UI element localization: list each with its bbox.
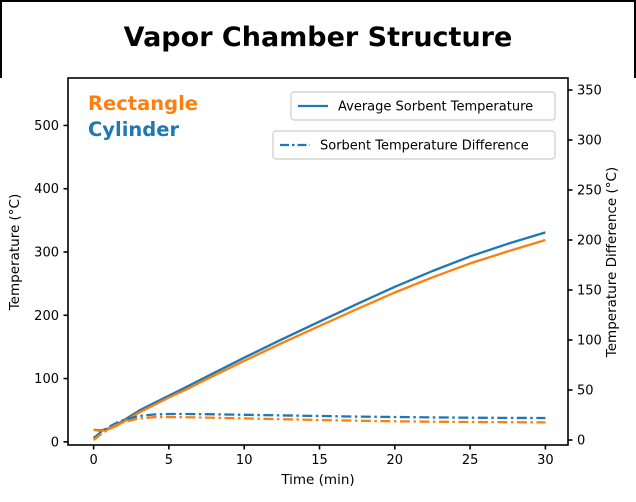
right-axis-tick-label: 250 [577, 184, 602, 199]
legend-label: Average Sorbent Temperature [338, 100, 533, 115]
x-axis-tick-label: 25 [462, 453, 479, 468]
left-axis-label: Temperature (°C) [7, 194, 23, 312]
chart-title: Vapor Chamber Structure [123, 22, 513, 53]
x-axis-tick-label: 15 [311, 453, 328, 468]
left-axis-tick-label: 300 [34, 246, 59, 261]
x-axis-tick-label: 20 [387, 453, 404, 468]
right-axis-tick-label: 150 [577, 284, 602, 299]
legend-label: Sorbent Temperature Difference [320, 139, 529, 154]
legend-box-temp-diff [272, 130, 556, 160]
annotation-cylinder: Cylinder [88, 118, 179, 141]
x-axis-tick-label: 5 [165, 453, 173, 468]
series-line-rectangle-temp-diff [92, 415, 546, 441]
x-axis-tick-label: 10 [236, 453, 253, 468]
series-line-cylinder-temp-diff [92, 412, 546, 439]
left-axis-tick-label: 0 [51, 435, 59, 450]
window-frame-top [0, 0, 636, 2]
x-axis-label: Time (min) [280, 472, 354, 488]
x-axis-tick-label: 0 [89, 453, 97, 468]
left-axis-tick-label: 400 [34, 182, 59, 197]
left-axis-tick-label: 200 [34, 309, 59, 324]
annotation-rectangle: Rectangle [88, 92, 198, 115]
plot-border [67, 77, 569, 446]
legend-box-avg-temp [290, 91, 556, 121]
right-axis-tick-label: 50 [577, 384, 594, 399]
left-axis-tick-label: 500 [34, 119, 59, 134]
right-axis-tick-label: 100 [577, 334, 602, 349]
window-frame-left [0, 0, 2, 78]
series-line-rectangle-avg-temp [93, 238, 546, 433]
right-axis-tick-label: 0 [577, 434, 585, 449]
left-axis-tick-label: 100 [34, 372, 59, 387]
right-axis-tick-label: 350 [577, 84, 602, 99]
x-axis-tick-label: 30 [537, 453, 554, 468]
window-frame-right [634, 0, 636, 78]
right-axis-tick-label: 300 [577, 134, 602, 149]
right-axis-tick-label: 200 [577, 234, 602, 249]
right-axis-label: Temperature Difference (°C) [604, 167, 620, 358]
